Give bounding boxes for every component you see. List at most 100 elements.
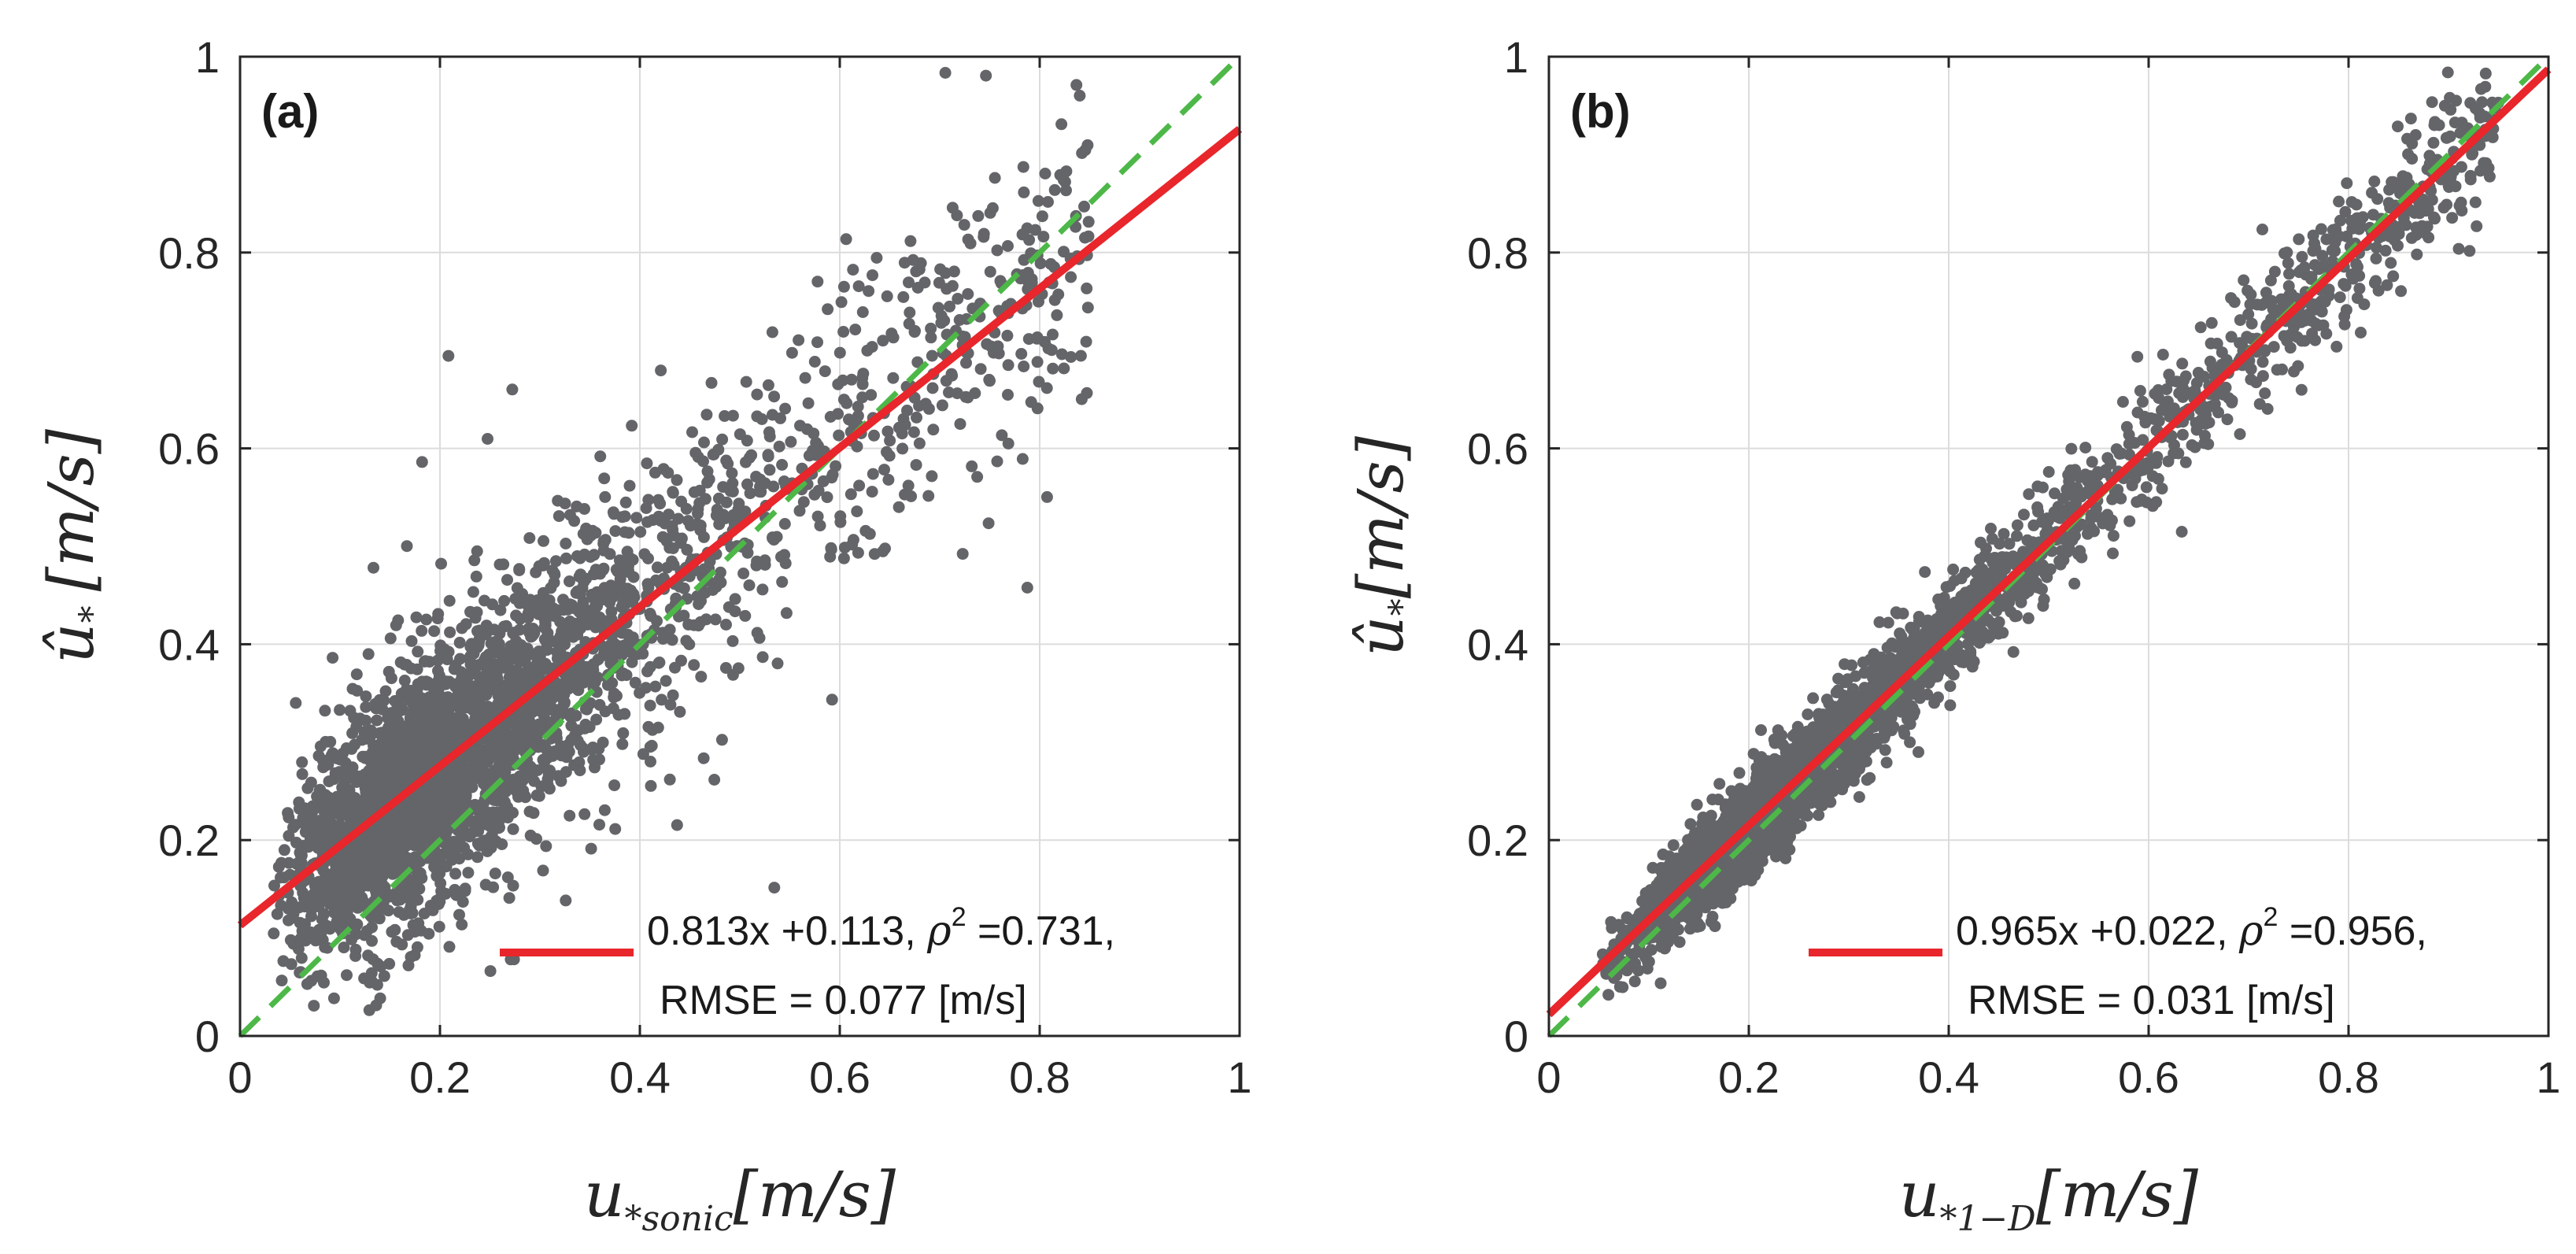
- y-tick-label-a-3: 0.6: [158, 424, 220, 474]
- scatter-point: [453, 636, 466, 649]
- scatter-point: [588, 605, 601, 617]
- scatter-point: [489, 867, 501, 880]
- scatter-point: [887, 372, 900, 384]
- scatter-point: [847, 264, 859, 276]
- scatter-point: [268, 927, 280, 940]
- scatter-point: [709, 613, 722, 626]
- scatter-point: [1017, 161, 1029, 173]
- scatter-point: [1018, 361, 1030, 372]
- scatter-point: [634, 526, 647, 538]
- scatter-point: [411, 941, 423, 953]
- scatter-point: [826, 468, 839, 481]
- scatter-point: [419, 655, 431, 668]
- y-label-unit-a: [m/s]: [35, 428, 108, 591]
- scatter-point: [506, 383, 519, 396]
- scatter-point: [2411, 248, 2423, 261]
- scatter-point: [585, 842, 597, 855]
- scatter-point: [299, 934, 312, 947]
- scatter-point: [856, 378, 869, 390]
- y-tick-label-a-0: 0: [195, 1012, 220, 1061]
- scatter-point: [541, 637, 553, 649]
- scatter-point: [943, 387, 955, 398]
- scatter-point: [986, 202, 999, 214]
- scatter-point: [852, 401, 864, 412]
- scatter-point: [811, 276, 824, 288]
- y-tick-label-a-1: 0.2: [158, 816, 220, 865]
- scatter-point: [878, 464, 890, 476]
- scatter-point: [2107, 530, 2120, 542]
- scatter-point: [2176, 428, 2189, 441]
- y-tick-label-a-2: 0.4: [158, 620, 220, 669]
- scatter-point: [308, 1000, 320, 1012]
- scatter-point: [644, 660, 656, 673]
- scatter-point: [776, 459, 789, 471]
- scatter-point: [2340, 304, 2352, 316]
- scatter-point: [656, 694, 668, 706]
- scatter-point: [394, 656, 407, 668]
- scatter-point: [2292, 360, 2304, 372]
- scatter-point: [530, 566, 542, 579]
- scatter-point: [612, 708, 625, 721]
- scatter-point: [837, 280, 850, 293]
- scatter-point: [405, 749, 416, 761]
- scatter-point: [439, 887, 452, 900]
- scatter-point: [316, 754, 329, 767]
- scatter-point: [449, 867, 462, 880]
- scatter-point: [688, 659, 700, 671]
- scatter-point: [637, 748, 649, 760]
- scatter-point: [500, 786, 512, 798]
- scatter-point: [482, 701, 494, 712]
- scatter-point: [701, 465, 714, 478]
- scatter-point: [773, 440, 785, 453]
- scatter-point: [555, 740, 567, 753]
- scatter-point: [756, 651, 769, 664]
- scatter-point: [454, 653, 466, 665]
- scatter-point: [1060, 165, 1073, 178]
- x-axis-label-a: u*sonic[m/s]: [584, 1158, 896, 1239]
- scatter-point: [408, 759, 420, 771]
- scatter-point: [697, 752, 710, 764]
- legend-rho-sup-a: 2: [952, 902, 966, 932]
- scatter-point: [378, 838, 390, 851]
- scatter-point: [275, 856, 287, 869]
- scatter-point: [825, 543, 837, 556]
- x-tick-label-a-4: 0.8: [1009, 1052, 1070, 1102]
- scatter-point: [662, 467, 674, 479]
- scatter-point: [896, 442, 909, 455]
- scatter-point: [726, 467, 738, 479]
- scatter-point: [716, 433, 729, 446]
- scatter-point: [654, 498, 667, 510]
- scatter-point: [652, 721, 664, 734]
- scatter-point: [598, 472, 611, 485]
- scatter-point: [856, 306, 869, 318]
- scatter-point: [948, 265, 960, 278]
- scatter-point: [751, 410, 763, 423]
- scatter-point: [555, 775, 567, 787]
- scatter-point: [2176, 357, 2189, 370]
- scatter-point: [609, 525, 622, 538]
- scatter-point: [330, 895, 342, 908]
- scatter-point: [958, 219, 970, 231]
- scatter-point: [598, 804, 611, 816]
- scatter-point: [398, 675, 411, 686]
- scatter-point: [362, 791, 375, 804]
- scatter-point: [727, 509, 740, 521]
- scatter-point: [402, 959, 415, 971]
- scatter-point: [564, 575, 575, 587]
- scatter-point: [913, 437, 926, 449]
- scatter-point: [1036, 210, 1048, 223]
- scatter-point: [471, 708, 484, 720]
- scatter-point: [991, 244, 1003, 257]
- scatter-point: [1081, 301, 1094, 314]
- scatter-point: [503, 676, 516, 689]
- scatter-point: [452, 731, 464, 744]
- scatter-point: [599, 490, 612, 503]
- scatter-point: [988, 344, 1000, 357]
- scatter-point: [462, 867, 475, 879]
- scatter-point: [1081, 139, 1094, 151]
- scatter-point: [623, 527, 635, 539]
- scatter-point: [319, 824, 331, 837]
- scatter-point: [700, 409, 713, 421]
- scatter-point: [853, 479, 866, 492]
- scatter-point: [811, 510, 824, 523]
